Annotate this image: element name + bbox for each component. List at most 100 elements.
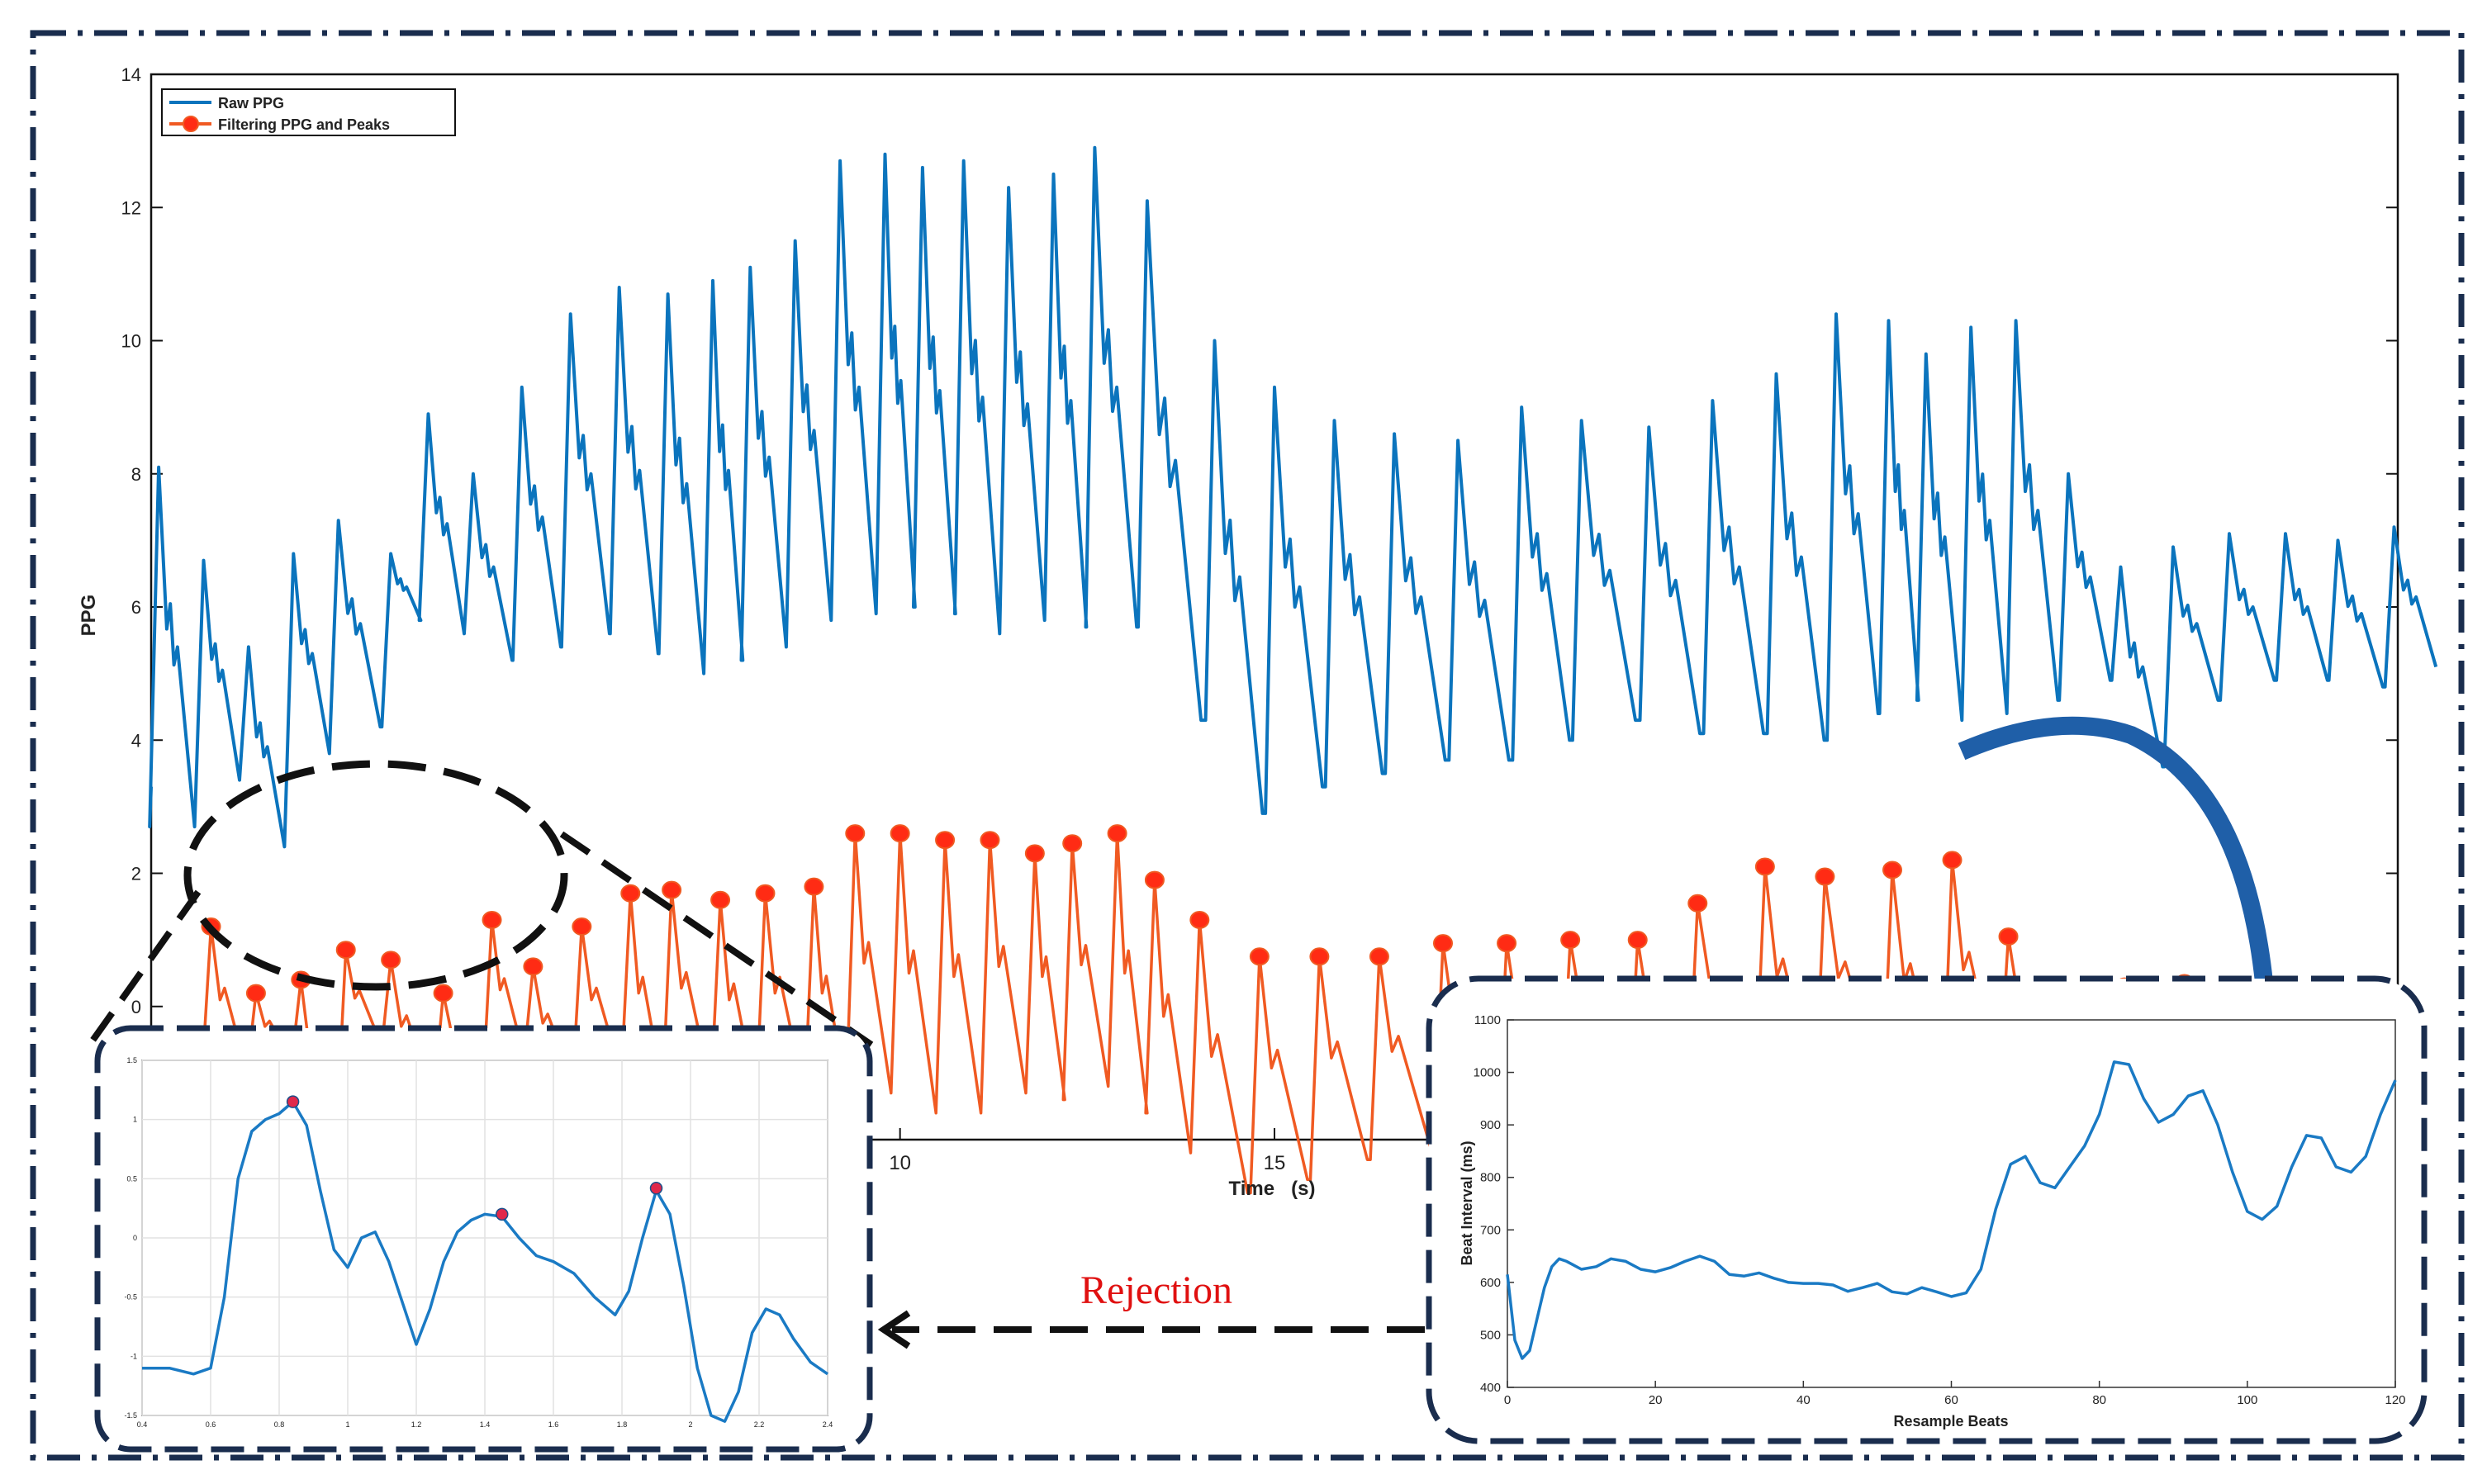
peak-marker [935,831,956,850]
peak-marker [572,917,592,936]
outer-frame [30,30,2465,1461]
main-ytick-label: 14 [121,64,141,85]
peak-marker [433,984,453,1003]
peak-marker [804,877,824,896]
left-xtick-label: 1.4 [480,1420,491,1429]
peak-marker [1309,947,1330,966]
peak-marker [245,984,266,1003]
right-xtick-label: 100 [2237,1393,2257,1407]
beat-interval-line [1506,1060,2397,1360]
peak-marker [1144,870,1165,889]
peak-marker [1189,910,1210,929]
peak-marker [1249,947,1270,966]
rejection-ellipse [183,760,568,991]
left-inset-grid [141,1060,828,1416]
main-y-axis-label: PPG [78,595,100,637]
right-ytick-label: 800 [1480,1171,1501,1185]
main-ytick-label: 0 [131,997,141,1017]
right-xtick-label: 0 [1504,1393,1511,1407]
left-xtick-label: 2.4 [823,1420,833,1429]
left-inset-peak [286,1095,300,1108]
peak-marker [1433,934,1453,953]
peak-marker [381,951,401,970]
peak-marker [1369,947,1389,966]
left-xtick-label: 1 [345,1420,349,1429]
zoom-line-right [559,831,874,1048]
left-inset-peak [649,1182,663,1195]
main-xtick-labels: 10 15 [889,1152,1285,1174]
zoomed-rejected-beats-inset: 0.4 0.6 0.8 1 1.2 1.4 1.6 1.8 2 2.2 2.4 -1.5 -1 -0.5 0… [94,1025,873,1453]
peak-marker [1497,934,1517,953]
main-ytick-label: 4 [131,730,141,751]
right-xtick-label: 80 [2092,1393,2106,1407]
peak-marker [1998,927,2019,946]
right-ytick-label: 1100 [1474,1013,1501,1027]
main-xtick-label: 10 [889,1152,911,1174]
beat-interval-series [1506,1060,2397,1360]
left-inset-peaks [286,1095,663,1221]
peak-marker [1560,931,1581,950]
raw-ppg-series [148,145,2438,849]
legend-peak-marker [183,116,199,132]
peak-marker [1815,867,1835,886]
right-ytick-label: 600 [1480,1276,1501,1290]
left-inset-tick-labels: 0.4 0.6 0.8 1 1.2 1.4 1.6 1.8 2 2.2 2.4 -1.5 -1 -0.5 0… [124,1056,833,1429]
rejection-arrowhead [877,1310,911,1349]
left-xtick-label: 1.2 [411,1420,422,1429]
peak-marker [620,884,641,903]
left-ytick-label: -1.5 [124,1411,137,1420]
peak-marker [335,941,356,960]
peak-marker [980,831,1000,850]
peak-marker [845,824,866,843]
peak-marker [662,880,682,899]
peak-marker [523,957,543,976]
main-ytick-label: 8 [131,464,141,485]
right-ytick-label: 700 [1480,1223,1501,1237]
peak-marker [1627,931,1648,950]
peak-marker [1754,857,1775,876]
legend-box [161,88,456,136]
peak-marker [1024,844,1045,863]
left-xtick-label: 1.6 [548,1420,559,1429]
right-y-axis-label: Beat Interval (ms) [1459,1140,1475,1265]
filtered-ppg-line [194,832,2415,1195]
main-x-axis-label: Time (s) [1229,1178,1316,1200]
left-inset-peak [496,1207,509,1221]
peak-marker [1687,894,1708,913]
peak-marker [755,884,776,903]
peak-marker [1882,861,1902,879]
right-inset-plot-area [1507,1019,2396,1388]
right-inset-ticks: 0 20 40 60 80 100 120 400 500 600 700 800 900 1000 110… [1474,1013,2406,1407]
raw-ppg-line [148,145,2438,849]
left-inset-series [142,1100,828,1423]
right-ytick-label: 1000 [1474,1066,1501,1080]
peak-marker [482,910,502,929]
left-xtick-label: 1.8 [617,1420,628,1429]
left-xtick-label: 0.8 [274,1420,285,1429]
left-xtick-label: 0.6 [206,1420,216,1429]
beat-interval-inset: 0 20 40 60 80 100 120 400 500 600 700 800 900 1000 110… [1426,975,2428,1444]
right-xtick-label: 20 [1649,1393,1663,1407]
rejection-label: Rejection [1080,1268,1232,1312]
left-ytick-label: -0.5 [124,1293,137,1301]
legend-raw-label: Raw PPG [218,95,284,111]
main-ytick-label: 12 [121,197,141,218]
left-xtick-label: 2.2 [754,1420,765,1429]
peak-marker [710,890,731,909]
blue-curved-arrow [1958,716,2276,1025]
peak-marker [1062,834,1083,853]
right-ytick-label: 900 [1480,1118,1501,1132]
filtered-ppg-series [194,832,2415,1195]
peak-marker [890,824,910,843]
main-xtick-label: 15 [1264,1152,1286,1174]
left-ytick-label: 0 [133,1234,137,1242]
legend-filtered-label: Filtering PPG and Peaks [218,116,390,133]
right-xtick-label: 120 [2385,1393,2405,1407]
right-ytick-label: 500 [1480,1328,1501,1342]
main-legend: Raw PPG Filtering PPG and Peaks [161,88,456,136]
left-xtick-label: 2 [688,1420,692,1429]
zoom-line-left [83,889,202,1051]
right-ytick-label: 400 [1480,1381,1501,1395]
